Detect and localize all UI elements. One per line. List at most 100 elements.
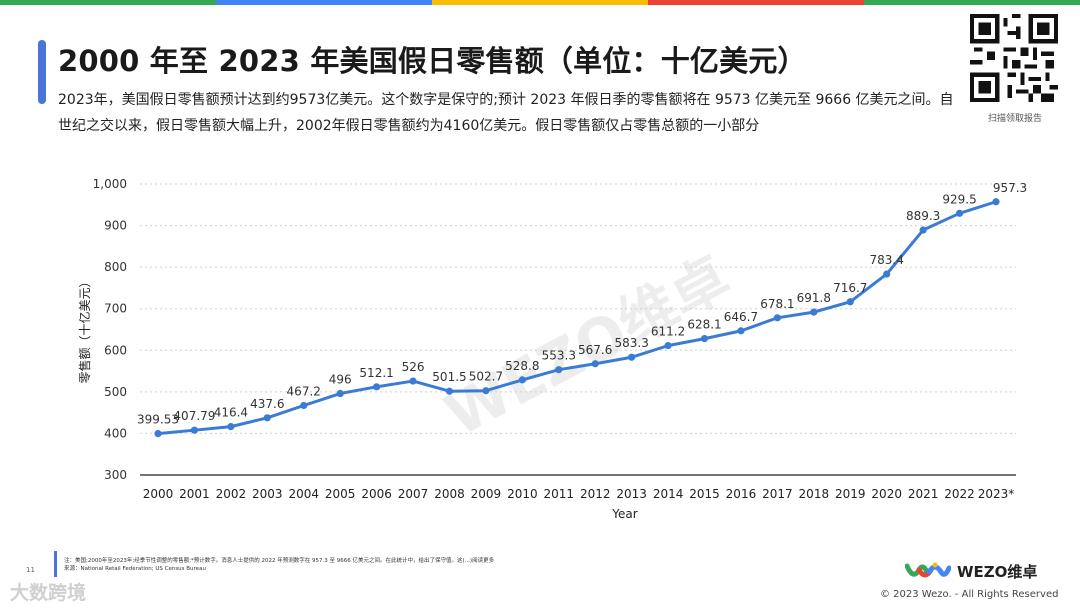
data-label: 399.53	[137, 413, 179, 427]
x-tick-label: 2005	[325, 487, 356, 501]
data-point	[628, 353, 636, 361]
qr-code-icon[interactable]	[970, 14, 1058, 102]
x-tick-label: 2013	[616, 487, 647, 501]
x-tick-label: 2023*	[978, 487, 1015, 501]
x-tick-label: 2001	[179, 487, 210, 501]
data-point	[409, 377, 417, 385]
data-point	[190, 426, 199, 434]
data-label: 528.8	[505, 359, 539, 373]
data-label: 416.4	[214, 406, 248, 420]
data-point	[555, 366, 563, 374]
top-bar-segment-blue	[216, 0, 432, 5]
y-tick-label: 400	[104, 426, 127, 440]
data-label: 407.79	[173, 409, 215, 423]
x-tick-label: 2000	[143, 487, 174, 501]
data-point	[300, 401, 308, 410]
data-label: 496	[329, 373, 352, 387]
footnote-accent-bar	[54, 551, 57, 577]
wezo-logo-icon	[905, 562, 951, 578]
data-label: 628.1	[687, 318, 721, 332]
data-point	[919, 226, 927, 234]
data-label: 783.4	[870, 253, 904, 267]
x-tick-label: 2018	[799, 487, 830, 501]
data-point	[955, 209, 964, 217]
data-label: 526	[402, 360, 425, 374]
footnote: 注：美国;2000年至2023年;经季节性调整的零售额;*预计数字。消息人士提供…	[64, 557, 494, 573]
qr-caption: 扫描领取报告	[987, 114, 1042, 124]
data-point	[154, 430, 162, 438]
y-tick-label: 1,000	[93, 177, 127, 191]
top-bar-segment-green-2	[864, 0, 1080, 5]
top-bar-segment-green	[0, 0, 216, 5]
x-tick-label: 2002	[216, 487, 247, 501]
data-label: 437.6	[250, 397, 284, 411]
data-point	[846, 298, 854, 306]
x-tick-label: 2022	[944, 487, 975, 501]
x-axis-title: Year	[611, 507, 637, 521]
data-point	[263, 414, 271, 422]
data-label: 502.7	[469, 370, 503, 384]
y-tick-label: 600	[104, 343, 127, 357]
x-tick-label: 2009	[471, 487, 502, 501]
data-point	[992, 198, 1000, 206]
x-tick-label: 2019	[835, 487, 866, 501]
x-tick-label: 2011	[544, 487, 575, 501]
data-point	[591, 360, 599, 368]
page-number: 11	[26, 566, 35, 574]
x-tick-label: 2008	[434, 487, 465, 501]
logo-text: WEZO维卓	[957, 562, 1038, 581]
x-tick-label: 2003	[252, 487, 283, 501]
y-tick-label: 900	[104, 219, 127, 233]
x-tick-label: 2004	[288, 487, 319, 501]
data-point	[883, 270, 891, 278]
x-tick-label: 2021	[908, 487, 939, 501]
x-tick-label: 2017	[762, 487, 793, 501]
data-point	[700, 335, 709, 343]
bottom-watermark: 大数跨境	[10, 582, 87, 604]
x-tick-label: 2007	[398, 487, 429, 501]
x-tick-label: 2006	[361, 487, 392, 501]
data-label: 691.8	[797, 291, 831, 305]
top-bar-segment-yellow	[432, 0, 648, 5]
x-tick-label: 2014	[653, 487, 684, 501]
data-point	[227, 423, 235, 431]
brand-logo: WEZO维卓	[905, 560, 1037, 582]
y-axis-title: 零售额（十亿美元）	[77, 275, 92, 383]
data-label: 646.7	[724, 310, 758, 324]
data-point	[773, 314, 781, 322]
page-title: 2000 年至 2023 年美国假日零售额（单位：十亿美元）	[58, 44, 807, 78]
y-tick-label: 500	[104, 385, 127, 399]
data-point	[737, 327, 745, 335]
y-tick-label: 800	[104, 260, 127, 274]
data-label: 716.7	[833, 281, 867, 295]
data-label: 501.5	[432, 370, 466, 384]
data-label: 583.3	[614, 336, 648, 350]
page-subtitle: 2023年，美国假日零售额预计达到约9573亿美元。这个数字是保守的;预计 20…	[58, 92, 954, 134]
title-accent-bar	[38, 40, 46, 104]
y-tick-label: 300	[104, 468, 127, 482]
x-tick-label: 2010	[507, 487, 538, 501]
footnote-source: 来源：National Retail Federation; US Census…	[64, 566, 206, 572]
data-label: 889.3	[906, 209, 940, 223]
data-point	[445, 387, 454, 395]
copyright: © 2023 Wezo. - All Rights Reserved	[880, 589, 1059, 600]
data-point	[373, 383, 381, 391]
y-tick-label: 700	[104, 302, 127, 316]
data-point	[810, 308, 818, 316]
x-tick-label: 2015	[689, 487, 720, 501]
data-point	[664, 342, 672, 350]
data-label: 957.3	[993, 181, 1027, 195]
data-label: 512.1	[359, 366, 393, 380]
x-tick-label: 2020	[871, 487, 902, 501]
data-point	[482, 387, 490, 395]
top-bar-segment-red	[648, 0, 864, 5]
data-label: 553.3	[542, 349, 576, 363]
data-point	[518, 376, 526, 384]
top-color-bar	[0, 0, 1080, 5]
data-label: 929.5	[942, 192, 976, 206]
data-label: 567.6	[578, 343, 612, 357]
data-point	[336, 389, 344, 398]
x-tick-label: 2012	[580, 487, 611, 501]
footnote-note[interactable]: 注：美国;2000年至2023年;经季节性调整的零售额;*预计数字。消息人士提供…	[64, 558, 495, 564]
